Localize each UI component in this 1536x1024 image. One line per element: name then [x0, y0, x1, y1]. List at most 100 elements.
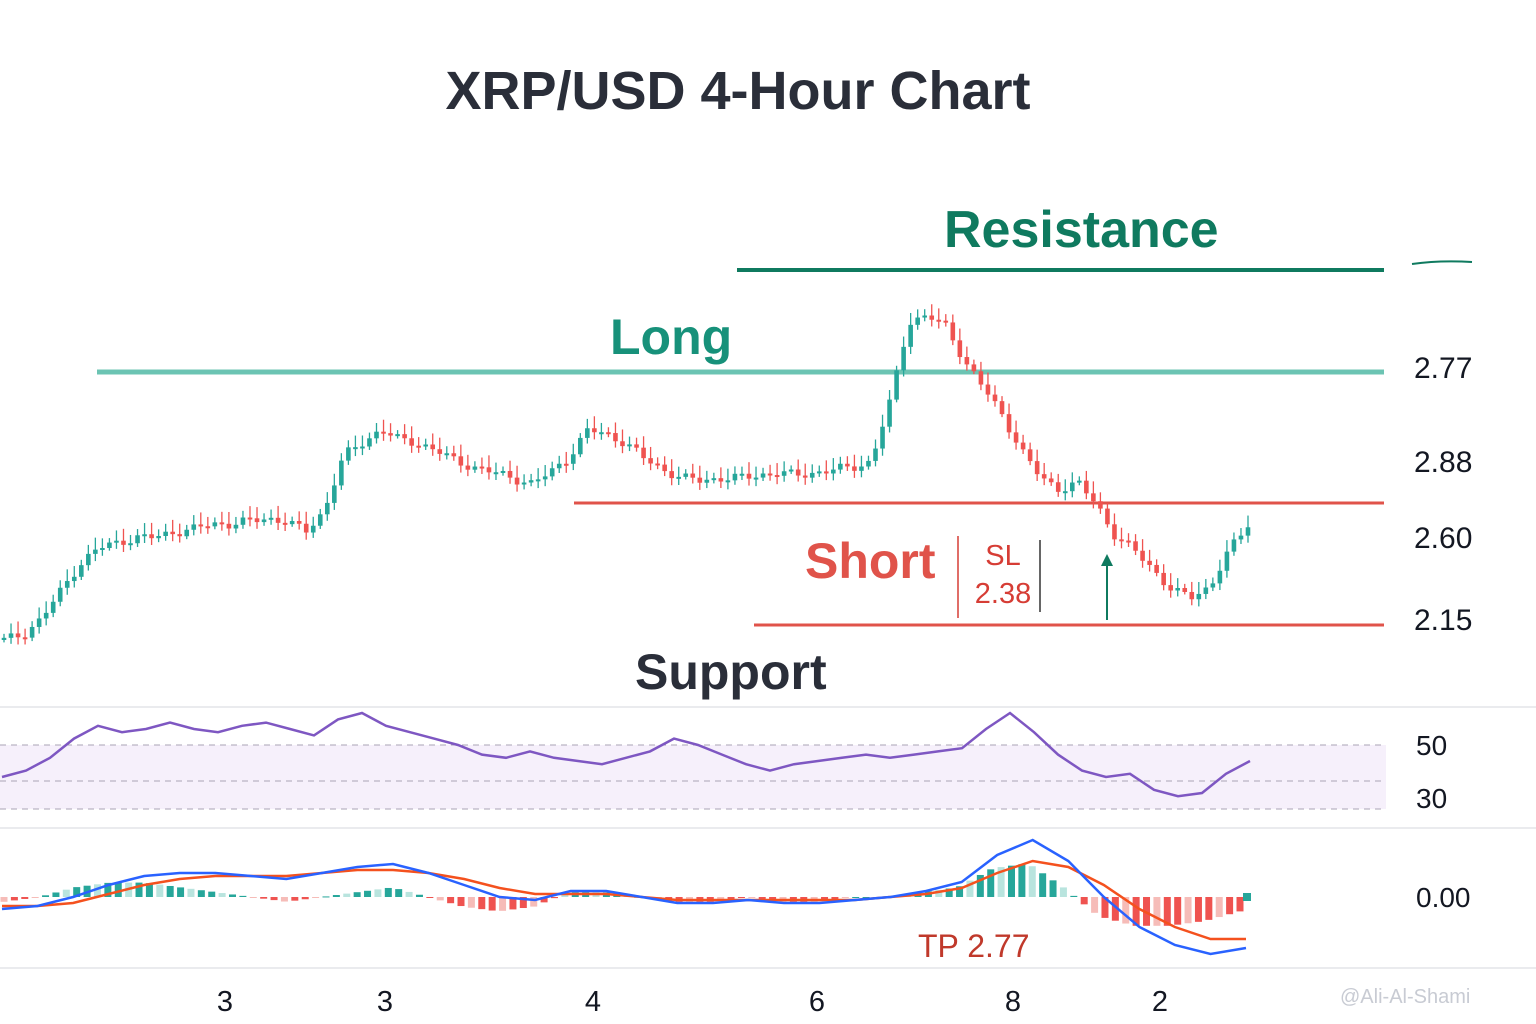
candle-body	[346, 447, 351, 461]
candle-body	[852, 466, 857, 471]
macd-histogram-bar	[1184, 897, 1192, 924]
candle-body	[184, 529, 190, 537]
candle-body	[1238, 535, 1244, 540]
candle-body	[634, 444, 639, 448]
macd-histogram-bar	[1153, 897, 1161, 926]
macd-histogram-bar	[364, 890, 372, 897]
candle-body	[100, 548, 105, 550]
candle-body	[563, 463, 569, 466]
rsi-line	[1, 711, 1251, 798]
candle-body	[578, 437, 583, 455]
macd-histogram-bar	[1070, 895, 1078, 897]
candle-body	[465, 465, 471, 470]
macd-histogram-bar	[1101, 897, 1109, 918]
macd-histogram-bar	[426, 897, 434, 898]
candle-body	[205, 526, 211, 529]
up-arrow-head	[1101, 554, 1113, 566]
candle-body	[247, 517, 253, 520]
macd-histogram-bar	[987, 869, 995, 897]
stop-loss-label: SL 2.38	[968, 537, 1038, 613]
candle-body	[1231, 539, 1237, 552]
macd-histogram-bar	[519, 897, 527, 909]
candle-body	[613, 433, 618, 442]
candle-body	[1217, 570, 1223, 584]
candle-body	[254, 518, 260, 523]
macd-last-bar	[1243, 893, 1251, 901]
macd-histogram-bar	[21, 897, 29, 899]
candle-body	[1069, 482, 1075, 492]
candle-body	[1027, 449, 1033, 462]
macd-histogram-bar	[935, 889, 943, 897]
candle-body	[570, 454, 576, 464]
macd-histogram-bar	[1236, 897, 1244, 912]
macd-histogram-bar	[104, 882, 112, 897]
candle-body	[859, 466, 864, 471]
macd-histogram-bar	[945, 888, 953, 897]
macd-histogram-bar	[831, 897, 839, 900]
candle-body	[549, 468, 555, 477]
macd-histogram-bar	[270, 897, 278, 901]
candle-body	[690, 473, 696, 478]
macd-histogram-bar	[31, 897, 39, 898]
macd-histogram-bar	[727, 897, 735, 899]
candle-body	[1154, 564, 1159, 573]
candle-body	[121, 540, 126, 545]
macd-histogram-bar	[197, 890, 205, 897]
candle-body	[915, 317, 920, 325]
macd-histogram-bar	[447, 897, 455, 904]
macd-histogram-bar	[1194, 897, 1202, 922]
candle-body	[1245, 527, 1251, 536]
macd-histogram-bar	[0, 897, 8, 902]
candle-body	[430, 444, 436, 450]
candle-body	[1020, 442, 1026, 450]
candle-body	[809, 472, 815, 478]
candle-body	[1210, 583, 1216, 588]
candle-body	[585, 428, 590, 438]
candle-body	[725, 480, 731, 483]
price-label-1: 2.77	[1414, 352, 1473, 385]
candle-body	[317, 514, 323, 526]
candle-body	[606, 432, 611, 435]
candle-body	[1055, 482, 1061, 492]
candle-body	[718, 478, 724, 482]
macd-histogram-bar	[42, 895, 50, 897]
macd-histogram-bar	[301, 897, 309, 900]
candle-body	[971, 364, 977, 372]
macd-line	[1, 838, 1247, 956]
macd-histogram-bar	[467, 897, 475, 908]
candle-body	[683, 473, 689, 477]
macd-histogram-bar	[1122, 897, 1130, 924]
macd-histogram-bar	[758, 897, 766, 900]
candle-body	[458, 456, 464, 466]
candle-body	[1119, 539, 1124, 542]
x-tick-4: 6	[808, 986, 826, 1018]
macd-histogram-bar	[343, 893, 351, 897]
candle-body	[936, 319, 942, 322]
candle-body	[831, 469, 836, 474]
candle-body	[648, 458, 653, 464]
long-label: Long	[610, 309, 733, 365]
price-label-3: 2.60	[1414, 522, 1473, 555]
macd-histogram-bar	[1049, 880, 1057, 897]
candle-body	[198, 524, 204, 527]
macd-histogram-bar	[509, 897, 517, 910]
macd-zero-label: 0.00	[1416, 882, 1471, 913]
macd-histogram-bar	[841, 897, 849, 898]
candle-body	[824, 471, 829, 474]
macd-histogram-bar	[488, 897, 496, 911]
candle-body	[275, 517, 281, 523]
candle-body	[240, 517, 246, 525]
candle-body	[142, 534, 147, 537]
macd-histogram-bar	[291, 897, 299, 901]
candle-body	[1048, 478, 1054, 483]
macd-histogram-bar	[395, 889, 403, 897]
candle-body	[135, 535, 140, 544]
support-label: Support	[635, 644, 827, 700]
candle-body	[296, 521, 302, 524]
candle-body	[929, 315, 935, 320]
candle-body	[535, 479, 541, 482]
candle-body	[1182, 587, 1188, 592]
macd-histogram-bar	[748, 897, 756, 898]
candle-body	[655, 463, 660, 466]
